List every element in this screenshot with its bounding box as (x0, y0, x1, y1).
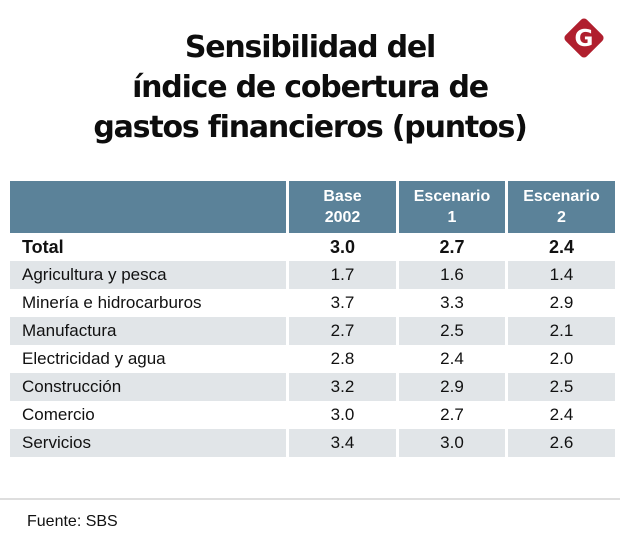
table-row: Comercio 3.0 2.7 2.4 (10, 401, 615, 429)
value-base: 3.4 (289, 429, 396, 457)
source-note: Fuente: SBS (27, 513, 118, 530)
table-row: Electricidad y agua 2.8 2.4 2.0 (10, 345, 615, 373)
value-base: 2.7 (289, 317, 396, 345)
value-escenario-2: 2.9 (549, 293, 574, 312)
table-row-total: Total 3.0 2.7 2.4 (10, 233, 615, 261)
row-label: Construcción (10, 373, 286, 401)
value-escenario-1: 2.7 (439, 236, 465, 257)
header-cell-escenario-1: Escenario 1 (399, 181, 505, 233)
value-escenario-1: 2.7 (440, 405, 464, 424)
value-base: 3.0 (329, 236, 356, 257)
value-base: 2.8 (330, 349, 355, 368)
data-table: Base 2002 Escenario 1 Escenario 2 Total … (10, 181, 615, 457)
value-escenario-2: 2.0 (549, 349, 574, 368)
value-base: 3.7 (330, 293, 355, 312)
divider (0, 498, 620, 500)
table-row: Construcción 3.2 2.9 2.5 (10, 373, 615, 401)
value-escenario-2: 2.4 (548, 236, 575, 257)
title-line-1: Sensibilidad del (184, 30, 437, 65)
row-label: Comercio (22, 405, 95, 424)
value-base: 3.2 (289, 373, 396, 401)
row-label: Agricultura y pesca (10, 261, 286, 289)
header-text: 1 (447, 209, 457, 226)
value-escenario-2: 2.1 (508, 317, 615, 345)
header-cell-escenario-2: Escenario 2 (508, 181, 615, 233)
gestion-logo-icon: G (562, 16, 606, 60)
table-row: Servicios 3.4 3.0 2.6 (10, 429, 615, 457)
row-label: Servicios (10, 429, 286, 457)
header-text: 2 (557, 209, 566, 226)
table-header-row: Base 2002 Escenario 1 Escenario 2 (10, 181, 615, 233)
value-escenario-1: 2.5 (399, 317, 505, 345)
value-escenario-1: 3.3 (440, 293, 464, 312)
header-text: 2002 (324, 209, 361, 226)
row-label: Minería e hidrocarburos (22, 293, 202, 312)
value-escenario-1: 2.4 (440, 349, 464, 368)
value-escenario-1: 2.9 (399, 373, 505, 401)
value-base: 1.7 (289, 261, 396, 289)
value-escenario-2: 1.4 (508, 261, 615, 289)
value-base: 3.0 (330, 405, 355, 424)
header-text: Base (323, 188, 362, 205)
title-line-3: gastos financieros (puntos) (93, 110, 527, 145)
table-row: Minería e hidrocarburos 3.7 3.3 2.9 (10, 289, 615, 317)
title-line-2: índice de cobertura de (132, 70, 489, 105)
value-escenario-2: 2.4 (549, 405, 574, 424)
page-title: Sensibilidad del índice de cobertura de … (0, 28, 620, 148)
value-escenario-1: 3.0 (399, 429, 505, 457)
row-label: Manufactura (10, 317, 286, 345)
value-escenario-1: 1.6 (399, 261, 505, 289)
value-escenario-2: 2.6 (508, 429, 615, 457)
row-label: Electricidad y agua (22, 349, 166, 368)
table-row: Manufactura 2.7 2.5 2.1 (10, 317, 615, 345)
svg-text:G: G (575, 26, 594, 52)
header-text: Escenario (523, 188, 600, 205)
header-cell-base-2002: Base 2002 (289, 181, 396, 233)
value-escenario-2: 2.5 (508, 373, 615, 401)
row-label: Total (22, 236, 64, 257)
table-row: Agricultura y pesca 1.7 1.6 1.4 (10, 261, 615, 289)
header-cell-label (10, 181, 286, 233)
header-text: Escenario (413, 188, 491, 205)
